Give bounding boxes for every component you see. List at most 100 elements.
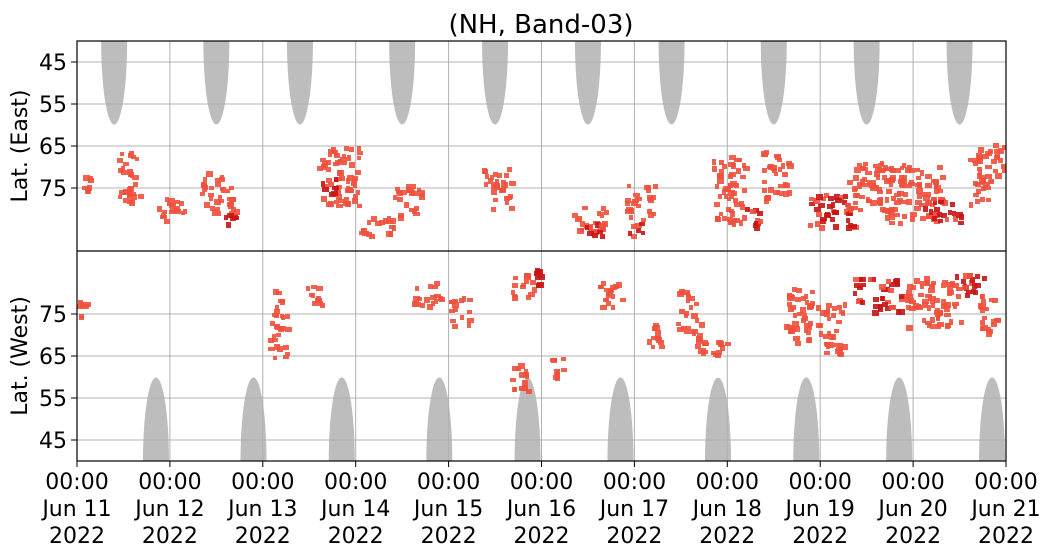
activity-cell (162, 210, 167, 214)
activity-cell (824, 312, 830, 317)
activity-cell (853, 277, 860, 282)
activity-cell (757, 211, 763, 216)
activity-cell (819, 225, 825, 231)
activity-cell (806, 330, 811, 335)
x-tick-label: 2022 (328, 524, 384, 549)
activity-cell (853, 175, 859, 181)
x-tick-label: 00:00 (881, 470, 944, 495)
activity-cell (965, 293, 970, 298)
x-tick-label: Jun 17 (598, 497, 669, 522)
activity-patch (761, 150, 794, 204)
activity-cell (117, 158, 123, 163)
activity-cell (511, 290, 515, 295)
activity-cell (778, 184, 783, 188)
activity-cell (157, 206, 162, 212)
x-tick-label: 00:00 (324, 470, 387, 495)
activity-cell (347, 175, 354, 181)
activity-cell (755, 218, 760, 222)
activity-patch (885, 163, 946, 226)
activity-cell (777, 158, 782, 162)
activity-cell (727, 197, 731, 201)
activity-cell (306, 286, 310, 291)
activity-cell (804, 323, 810, 328)
activity-cell (740, 175, 746, 179)
x-tick-label: 2022 (978, 524, 1034, 549)
activity-cell (819, 331, 823, 337)
activity-cell (934, 310, 940, 315)
activity-cell (86, 302, 91, 307)
activity-cell (986, 198, 991, 202)
activity-cell (647, 195, 653, 201)
activity-cell (909, 168, 915, 173)
activity-cell (920, 216, 926, 221)
activity-cell (985, 165, 992, 169)
activity-cell (449, 300, 456, 304)
activity-cell (728, 183, 733, 188)
activity-cell (484, 182, 488, 187)
activity-cell (412, 301, 417, 307)
activity-patch (955, 273, 987, 298)
activity-cell (450, 319, 456, 323)
activity-cell (934, 190, 939, 194)
activity-cell (829, 334, 834, 340)
activity-cell (321, 181, 325, 187)
activity-cell (739, 220, 743, 226)
activity-cell (326, 160, 331, 165)
activity-cell (729, 155, 736, 160)
activity-cell (729, 195, 734, 199)
activity-cell (118, 195, 122, 199)
activity-cell (894, 200, 901, 205)
activity-cell (527, 275, 531, 280)
activity-cell (937, 212, 942, 217)
activity-cell (386, 220, 393, 224)
activity-patch (393, 184, 425, 221)
activity-cell (742, 188, 747, 193)
activity-cell (344, 197, 349, 201)
activity-cell (322, 163, 328, 168)
activity-cell (929, 209, 933, 215)
activity-cell (400, 190, 407, 195)
activity-cell (894, 168, 901, 173)
activity-cell (689, 296, 695, 301)
activity-cell (934, 298, 940, 303)
activity-cell (828, 196, 834, 201)
activity-cell (968, 158, 973, 162)
activity-cell (522, 380, 528, 386)
activity-cell (920, 281, 926, 286)
activity-cell (838, 343, 843, 349)
activity-cell (651, 345, 655, 349)
activity-cell (930, 324, 935, 329)
activity-cell (336, 189, 341, 195)
activity-cell (792, 287, 797, 292)
activity-cell (128, 153, 133, 158)
activity-cell (679, 289, 685, 295)
activity-cell (335, 160, 340, 165)
activity-cell (910, 212, 917, 217)
activity-cell (391, 218, 396, 224)
activity-cell (839, 310, 845, 314)
activity-cell (944, 313, 951, 317)
activity-cell (168, 198, 175, 203)
activity-cell (809, 197, 814, 201)
activity-cell (493, 198, 498, 202)
y-tick-label-west: 45 (39, 429, 67, 454)
activity-cell (941, 283, 946, 288)
activity-cell (337, 170, 342, 176)
activity-cell (1002, 169, 1006, 173)
activity-cell (956, 294, 961, 299)
activity-cell (863, 183, 870, 187)
activity-cell (495, 183, 500, 188)
activity-cell (321, 196, 327, 202)
activity-cell (827, 331, 831, 336)
activity-cell (941, 213, 947, 218)
activity-cell (316, 286, 323, 291)
activity-cell (274, 313, 279, 318)
activity-cell (867, 180, 872, 185)
activity-cell (827, 204, 833, 209)
activity-patch (923, 197, 964, 225)
activity-cell (129, 192, 136, 196)
activity-cell (217, 211, 221, 216)
activity-cell (795, 297, 801, 302)
activity-cell (764, 199, 769, 204)
activity-cell (270, 321, 275, 326)
